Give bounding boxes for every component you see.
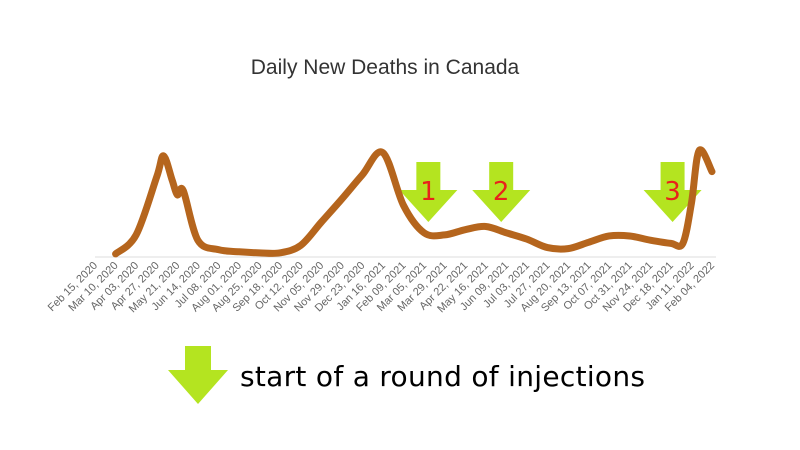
markers-layer <box>399 162 702 222</box>
legend-arrow-icon <box>168 346 228 404</box>
injection-marker <box>643 162 702 222</box>
marker-label: 1 <box>420 177 437 207</box>
series-line <box>112 146 716 258</box>
marker-label: 3 <box>664 177 681 207</box>
marker-label: 2 <box>493 177 510 207</box>
down-arrow-icon <box>472 162 531 222</box>
chart-title: Daily New Deaths in Canada <box>250 56 520 79</box>
injection-marker <box>472 162 531 222</box>
down-arrow-icon <box>399 162 458 222</box>
marker-labels: 1 2 3 <box>420 177 681 207</box>
legend-text: start of a round of injections <box>240 360 646 393</box>
down-arrow-icon <box>643 162 702 222</box>
line-layer <box>112 146 716 258</box>
injection-marker <box>399 162 458 222</box>
